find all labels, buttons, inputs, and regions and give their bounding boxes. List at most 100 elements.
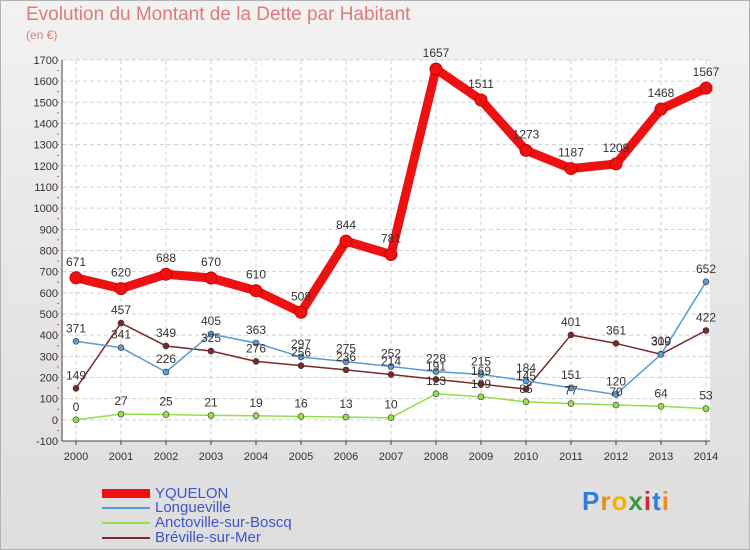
data-point <box>567 331 575 339</box>
data-point <box>207 330 215 338</box>
data-point <box>522 398 530 406</box>
data-label: 349 <box>156 326 176 340</box>
legend-label: YQUELON <box>155 485 229 502</box>
y-tick-label: 1500 <box>34 97 58 109</box>
x-tick-label: 2000 <box>64 451 88 463</box>
data-label: 363 <box>246 323 266 337</box>
data-label: 10 <box>384 398 398 412</box>
data-point <box>384 248 398 262</box>
data-point <box>207 347 215 355</box>
data-point <box>249 284 263 298</box>
data-label: 309 <box>651 334 671 348</box>
data-label: 123 <box>426 374 446 388</box>
data-point <box>477 380 485 388</box>
data-label: 508 <box>291 289 311 303</box>
data-point <box>567 400 575 407</box>
data-label: 297 <box>291 337 311 351</box>
data-point <box>114 282 128 296</box>
data-label: 401 <box>561 315 581 329</box>
data-point <box>657 402 665 410</box>
data-point <box>654 102 668 116</box>
x-tick-label: 2001 <box>109 451 133 463</box>
data-label: 236 <box>336 350 356 364</box>
data-label: 1511 <box>468 77 494 91</box>
data-point <box>702 327 710 334</box>
data-point <box>72 338 80 345</box>
data-point <box>117 319 125 327</box>
data-point <box>609 157 623 171</box>
data-point <box>342 358 350 365</box>
data-label: 169 <box>471 364 491 378</box>
data-label: 70 <box>609 385 623 399</box>
data-point <box>342 413 350 421</box>
y-tick-label: 400 <box>40 330 58 342</box>
data-label: 145 <box>516 369 536 383</box>
legend-label: Bréville-sur-Mer <box>155 529 261 546</box>
legend-item-longueville: Longueville <box>102 499 231 516</box>
y-tick-label: 1400 <box>34 119 58 131</box>
data-label: 256 <box>291 346 311 360</box>
data-label: 215 <box>471 354 491 368</box>
data-label: 13 <box>339 397 353 411</box>
data-label: 325 <box>201 331 221 345</box>
logo-letter: i <box>661 486 670 516</box>
data-point <box>342 366 350 374</box>
data-point <box>162 368 170 376</box>
data-label: 1567 <box>693 65 720 79</box>
data-point <box>657 351 665 358</box>
y-tick-label: 1700 <box>34 55 58 67</box>
y-tick-label: 1000 <box>34 203 58 215</box>
y-tick-label: 100 <box>40 394 58 406</box>
legend-item-anctoville: Anctoville-sur-Boscq <box>102 514 292 531</box>
data-point <box>612 401 620 409</box>
logo-letter: i <box>643 486 653 516</box>
unit-label: (en €) <box>26 28 58 42</box>
data-label: 27 <box>114 394 128 408</box>
logo-letter: P <box>582 486 601 516</box>
y-tick-label: 1100 <box>34 182 58 194</box>
data-point <box>699 81 713 95</box>
data-label: 405 <box>201 314 221 328</box>
data-label: 275 <box>336 342 356 356</box>
data-label: 1187 <box>558 146 584 160</box>
logo-letter: x <box>628 486 644 516</box>
data-point <box>69 271 83 285</box>
data-label: 19 <box>249 396 263 410</box>
logo-letter: t <box>652 486 662 516</box>
data-point <box>387 414 395 422</box>
y-tick-label: 800 <box>40 246 58 258</box>
data-point <box>297 353 305 361</box>
data-label: 276 <box>246 341 266 355</box>
data-label: 149 <box>66 368 86 382</box>
logo-letter: r <box>600 486 612 516</box>
x-tick-label: 2008 <box>424 451 448 463</box>
data-label: 85 <box>519 382 533 396</box>
chart-title: Evolution du Montant de la Dette par Hab… <box>26 4 411 25</box>
data-label: 109 <box>471 377 491 391</box>
data-point <box>432 376 440 383</box>
data-label: 64 <box>654 386 668 400</box>
data-point <box>72 384 80 392</box>
x-tick-label: 2003 <box>199 451 223 463</box>
data-point <box>159 267 173 281</box>
y-tick-label: 600 <box>40 288 58 300</box>
data-label: 228 <box>426 352 446 366</box>
data-label: 25 <box>159 395 173 409</box>
y-tick-label: 900 <box>40 224 58 236</box>
data-point <box>297 413 305 420</box>
y-tick-label: 1300 <box>34 140 58 152</box>
data-label: 371 <box>66 321 86 335</box>
legend-swatch <box>102 521 150 524</box>
data-point <box>612 340 620 347</box>
x-tick-label: 2005 <box>289 451 313 463</box>
y-tick-label: 0 <box>52 415 58 427</box>
data-label: 620 <box>111 266 131 280</box>
data-label: 341 <box>111 328 131 342</box>
data-point <box>477 393 485 401</box>
data-point <box>429 62 443 76</box>
data-point <box>702 405 710 412</box>
x-tick-label: 2004 <box>244 451 268 463</box>
data-label: 0 <box>73 400 80 414</box>
data-point <box>252 358 260 365</box>
